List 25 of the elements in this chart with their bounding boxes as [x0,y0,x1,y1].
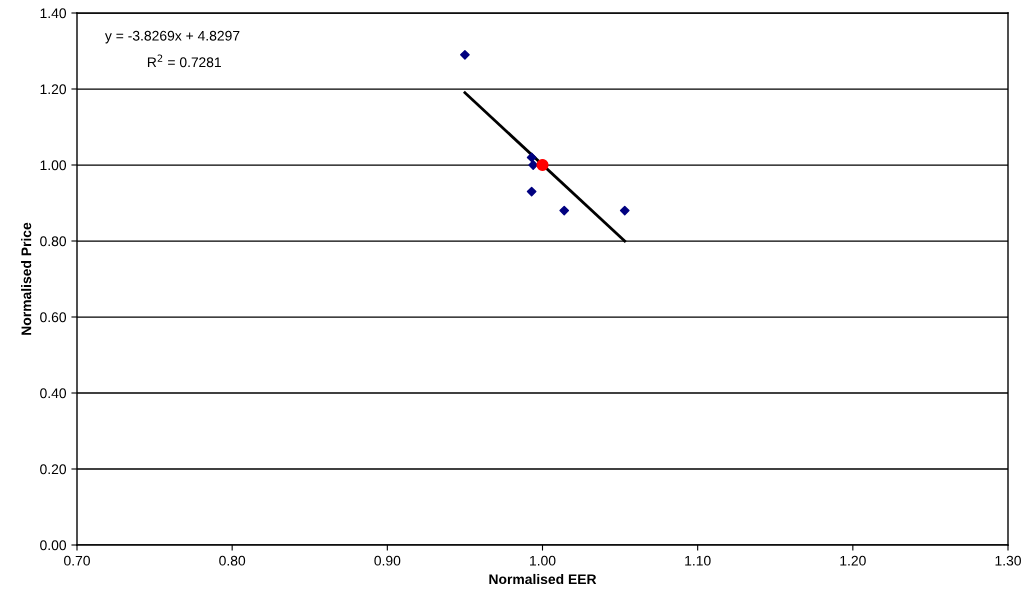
point [559,205,570,216]
y-tick-label: 0.00 [40,540,67,551]
x-tick-label: 1.10 [685,555,711,566]
point [526,152,537,163]
y-tick-label: 1.00 [40,160,67,171]
x-tick-label: 0.90 [374,555,401,566]
annotation: y = -3.8269x + 4.8297 [104,30,240,44]
y-tick-label: 0.20 [40,464,67,475]
x-tick-label: 1.20 [840,555,866,566]
x-tick-label: 0.70 [64,555,90,566]
y-tick-label: 0.60 [40,312,67,323]
y-tick-label: 1.20 [40,84,67,95]
annotation: R$^{2}$ = 0.7281 [147,54,221,68]
x-tick-label: 1.30 [995,555,1021,566]
point [460,49,470,60]
y-tick-label: 0.80 [40,236,67,247]
x-tick-label: 1.00 [530,555,556,566]
y-axis-title: Normalised Price [21,222,32,335]
point [526,186,537,197]
y-tick-label: 0.40 [40,388,67,399]
y-tick-label: 1.40 [40,8,67,19]
x-tick-label: 0.80 [219,555,246,566]
x-axis-title: Normalised EER [489,573,597,585]
point [536,158,549,172]
point [619,205,630,216]
